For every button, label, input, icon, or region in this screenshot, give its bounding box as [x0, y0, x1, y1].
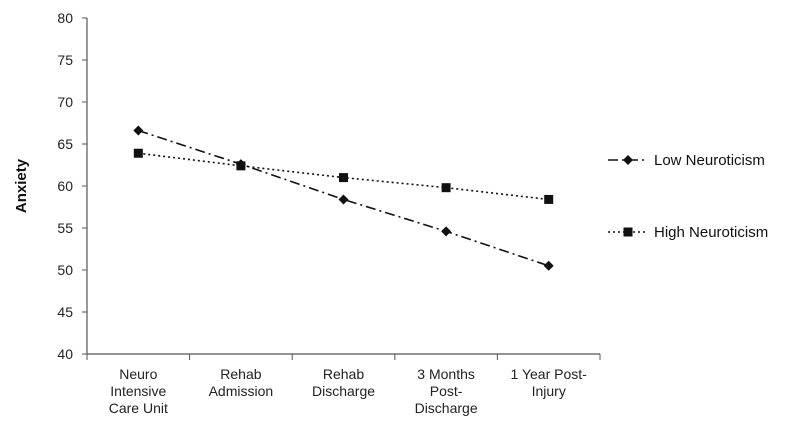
legend-label: Low Neuroticism: [654, 152, 765, 169]
data-point: [133, 125, 144, 136]
x-tick-label: 3 Months Post-Discharge: [415, 366, 478, 416]
x-tick-label: Rehab Admission: [209, 366, 274, 399]
data-point: [338, 194, 349, 205]
y-tick-label: 75: [57, 52, 73, 68]
legend-marker: [623, 155, 633, 165]
y-tick-label: 50: [57, 262, 73, 278]
x-axis-ticks: Neuro Intensive Care Unit Rehab Admission Reh…: [86, 354, 601, 416]
y-tick-label: 45: [57, 304, 73, 320]
y-axis-label: Anxiety: [13, 158, 30, 213]
series-high-neuroticism: [133, 148, 554, 204]
series-group: [133, 125, 554, 271]
data-point: [339, 173, 348, 183]
legend-item: High Neuroticism: [608, 224, 768, 241]
x-tick-label: Rehab Discharge: [312, 366, 375, 399]
y-tick-label: 40: [57, 346, 73, 362]
legend-label: High Neuroticism: [654, 224, 768, 241]
data-point: [133, 148, 143, 158]
legend: Low Neuroticism High Neuroticism: [608, 152, 768, 241]
data-point: [236, 161, 246, 171]
y-tick-label: 80: [57, 10, 73, 26]
data-point: [441, 226, 452, 237]
data-point: [544, 194, 554, 204]
y-tick-label: 60: [57, 178, 73, 194]
y-tick-label: 70: [57, 94, 73, 110]
legend-item: Low Neuroticism: [608, 152, 765, 169]
series-low-neuroticism: [133, 125, 554, 271]
y-tick-label: 55: [57, 220, 73, 236]
axes: [86, 18, 600, 355]
y-tick-label: 65: [57, 136, 73, 152]
data-point: [543, 260, 554, 271]
legend-marker: [623, 227, 633, 237]
x-tick-label: Neuro Intensive Care Unit: [109, 366, 168, 416]
data-point: [441, 183, 451, 193]
x-tick-label: 1 Year Post-Injury: [511, 366, 588, 399]
y-axis-ticks: 40 45 50 55 60 65 70 75 80: [57, 10, 87, 362]
